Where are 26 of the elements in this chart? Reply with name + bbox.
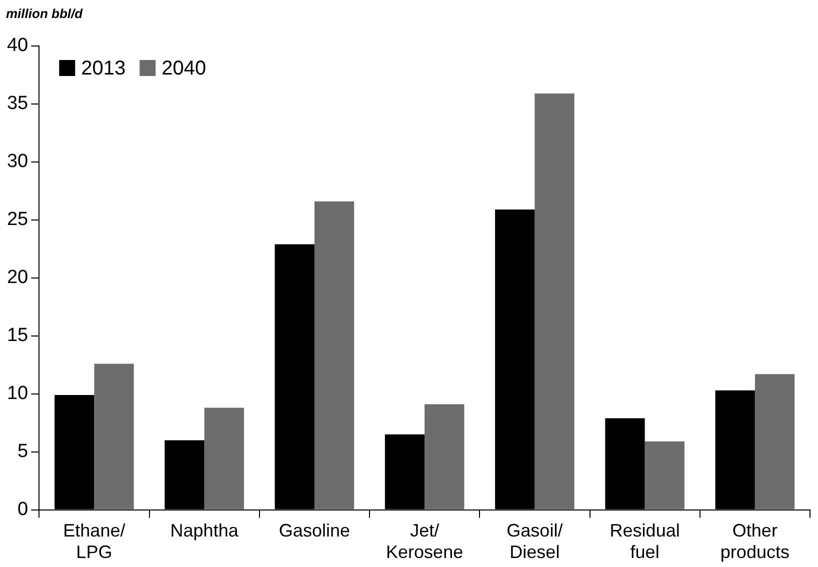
- bar: [314, 201, 354, 510]
- bar: [534, 94, 574, 510]
- x-tick-label: Naphtha: [170, 520, 240, 541]
- y-tick-label: 40: [6, 35, 28, 56]
- y-tick-label: 5: [18, 441, 28, 462]
- y-tick-label: 20: [6, 267, 28, 288]
- x-tick-label: Residual fuel: [610, 520, 680, 562]
- bar: [94, 364, 134, 510]
- y-axis-title: million bbl/d: [6, 6, 84, 22]
- legend-label: 2040: [162, 58, 206, 80]
- y-tick-label: 0: [18, 499, 28, 520]
- bar: [424, 404, 464, 510]
- x-tick-label: Gasoline: [278, 520, 350, 541]
- x-tick-label: Ethane/ LPG: [63, 520, 126, 562]
- y-tick-label: 30: [6, 151, 28, 172]
- y-tick-label: 15: [6, 325, 28, 346]
- x-tick-label: Other products: [720, 520, 790, 562]
- bar: [204, 408, 244, 510]
- x-tick-label: Gasoil/ Diesel: [506, 520, 563, 562]
- y-tick-label: 25: [6, 209, 28, 230]
- y-tick-label: 35: [6, 93, 28, 114]
- bar: [644, 441, 684, 510]
- x-tick-label: Jet/ Kerosene: [386, 520, 464, 562]
- y-tick-label: 10: [6, 383, 28, 404]
- legend-label: 2013: [81, 58, 126, 80]
- bar: [754, 374, 795, 510]
